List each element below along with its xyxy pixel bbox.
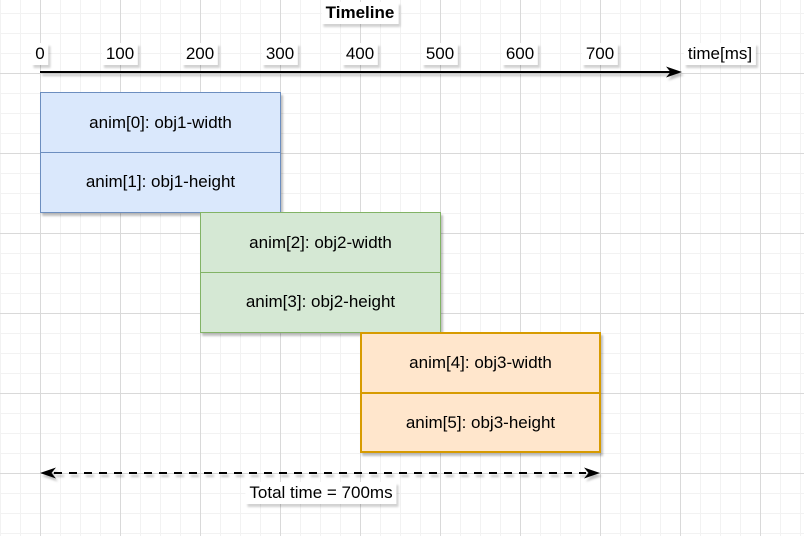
timeline-group-obj1: anim[0]: obj1-width anim[1]: obj1-height — [40, 92, 281, 213]
diagram-title: Timeline — [321, 2, 399, 24]
time-axis-line — [40, 66, 682, 78]
timeline-group-obj2: anim[2]: obj2-width anim[3]: obj2-height — [200, 212, 441, 333]
axis-tick-label-100: 100 — [101, 43, 139, 65]
axis-tick-label-600: 600 — [501, 43, 539, 65]
axis-arrowhead-icon — [666, 66, 682, 78]
timeline-bar-anim4: anim[4]: obj3-width — [409, 353, 552, 372]
timeline-bar-anim3: anim[3]: obj2-height — [201, 272, 440, 331]
timeline-bar-anim2: anim[2]: obj2-width — [249, 232, 392, 252]
left-arrowhead-icon — [40, 467, 56, 479]
right-arrowhead-icon — [584, 467, 600, 479]
axis-tick-label-200: 200 — [181, 43, 219, 65]
axis-tick-label-300: 300 — [261, 43, 299, 65]
axis-tick-label-0: 0 — [31, 43, 49, 65]
total-time-label: Total time = 700ms — [245, 482, 397, 504]
total-time-arrow — [40, 467, 600, 479]
axis-unit-label: time[ms] — [683, 43, 757, 65]
axis-tick-label-400: 400 — [341, 43, 379, 65]
timeline-bar-anim1: anim[1]: obj1-height — [41, 152, 280, 211]
timeline-bar-anim5: anim[5]: obj3-height — [362, 392, 599, 451]
timeline-bar-anim0: anim[0]: obj1-width — [89, 112, 232, 132]
axis-tick-label-700: 700 — [581, 43, 619, 65]
timeline-group-obj3: anim[4]: obj3-width anim[5]: obj3-height — [360, 332, 601, 453]
axis-tick-label-500: 500 — [421, 43, 459, 65]
